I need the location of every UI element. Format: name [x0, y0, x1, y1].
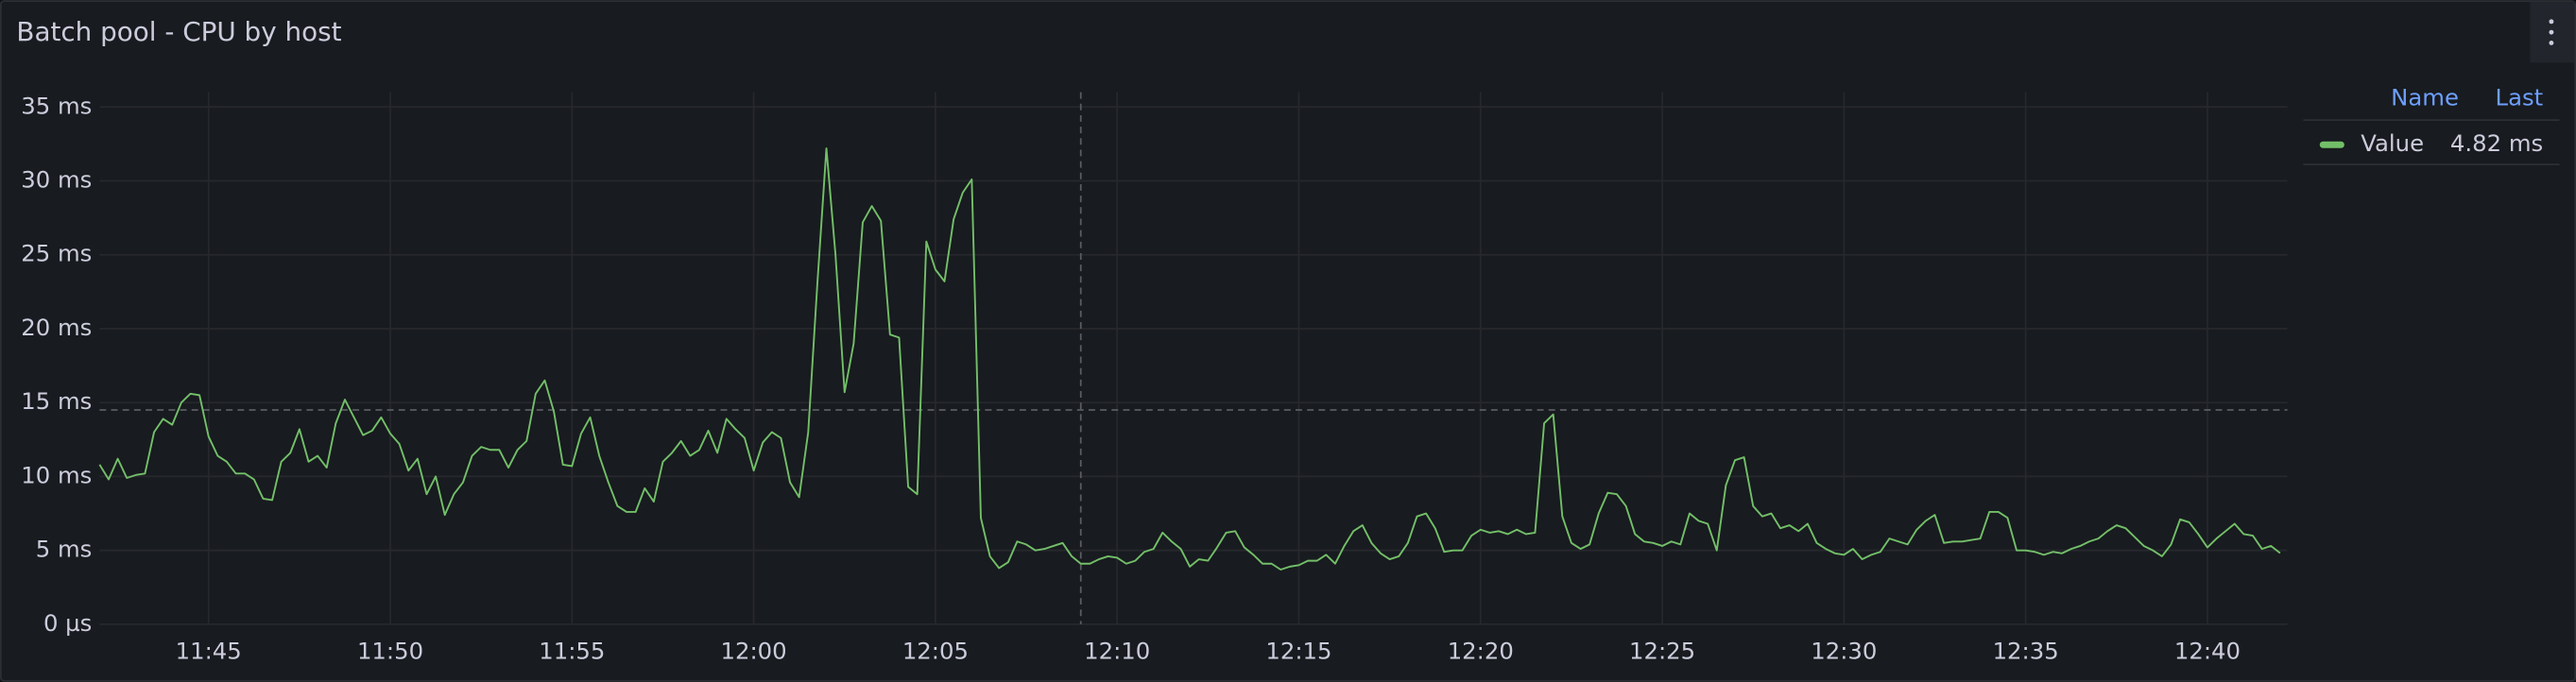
x-tick-label: 12:25 [1629, 637, 1695, 664]
legend-name[interactable]: Value [2361, 129, 2424, 157]
y-tick-label: 5 ms [36, 536, 93, 563]
x-tick-label: 12:10 [1084, 637, 1150, 664]
x-tick-label: 12:15 [1265, 637, 1331, 664]
legend-last: 4.82 ms [2450, 129, 2543, 157]
y-tick-label: 0 µs [43, 609, 92, 637]
x-tick-label: 11:50 [357, 637, 423, 664]
y-tick-label: 10 ms [21, 461, 92, 488]
panel-menu[interactable] [2530, 1, 2575, 63]
y-tick-label: 30 ms [21, 165, 92, 193]
x-tick-label: 12:20 [1448, 637, 1514, 664]
x-tick-label: 11:55 [539, 637, 605, 664]
legend-header[interactable]: Last [2496, 84, 2544, 111]
legend-header[interactable]: Name [2391, 84, 2459, 111]
y-tick-label: 35 ms [21, 92, 92, 119]
legend-swatch [2319, 141, 2344, 148]
menu-dot [2549, 29, 2554, 35]
y-tick-label: 20 ms [21, 314, 92, 341]
y-tick-label: 15 ms [21, 387, 92, 415]
y-tick-label: 25 ms [21, 240, 92, 267]
x-tick-label: 12:30 [1811, 637, 1877, 664]
menu-dot [2549, 41, 2554, 45]
x-tick-label: 12:00 [721, 637, 787, 664]
series-line [98, 147, 2281, 571]
menu-dot [2549, 19, 2554, 25]
x-tick-label: 12:05 [902, 637, 969, 664]
panel-title: Batch pool - CPU by host [16, 16, 341, 47]
x-tick-label: 11:45 [176, 637, 242, 664]
x-tick-label: 12:40 [2174, 637, 2241, 664]
x-tick-label: 12:35 [1993, 637, 2059, 664]
